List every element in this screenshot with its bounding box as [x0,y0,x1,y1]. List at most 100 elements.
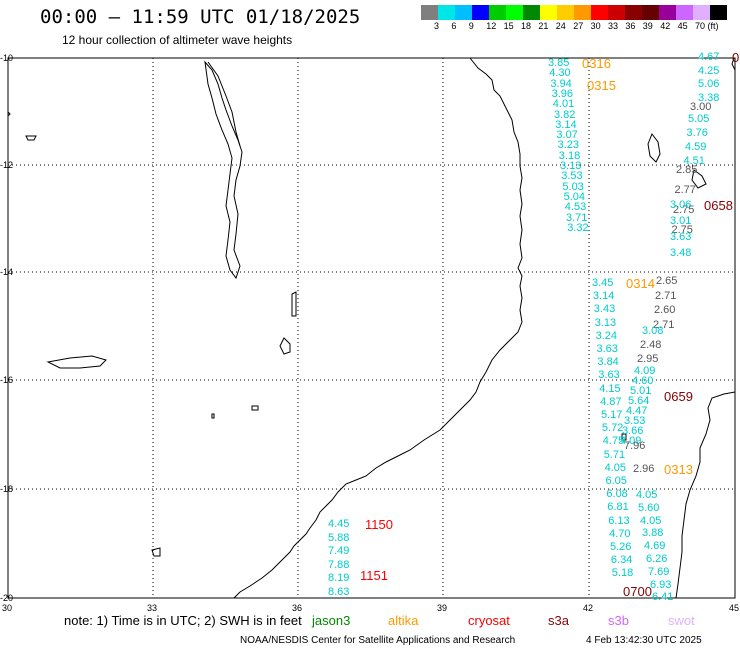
small-mark-b [211,413,215,419]
wave-height-label: 5.26 [610,541,632,553]
wave-height-label: 2.48 [640,339,662,351]
wave-height-label: 3.84 [597,356,619,369]
wave-height-label: 3.00 [690,101,712,113]
wave-height-label: 6.05 [605,475,627,487]
wave-height-label: 3.71 [566,211,588,224]
scale-tick-label: 9 [468,21,474,31]
lon-tick-label: 33 [147,603,158,613]
lake-west [46,355,107,369]
scale-swatch [489,5,506,20]
lon-tick-label: 42 [583,603,594,613]
scale-tick-label: 42 [660,21,671,31]
wave-height-label: 3.07 [556,129,578,142]
satellite-legend-item: s3b [608,613,629,628]
river-mark [291,291,297,317]
wave-height-label: 2.96 [633,463,655,475]
lat-tick-label: -16 [0,375,14,385]
small-lake-c [151,547,161,557]
wave-height-label: 5.01 [630,385,652,397]
africa-east-coast [233,57,523,599]
small-lake-b [25,135,37,141]
wave-height-label: 3.43 [593,303,616,316]
lat-tick-label: -14 [0,267,14,277]
wave-height-label: 5.64 [628,395,650,407]
lat-tick-label: -20 [0,593,14,603]
wave-height-label: 2.71 [655,289,677,302]
wave-height-label: 5.71 [603,448,626,461]
wave-height-label: 4.47 [626,405,648,417]
map-frame [7,57,736,599]
wave-height-label: 3.01 [670,215,692,227]
satellite-legend-item: cryosat [468,613,510,628]
pass-time-label: 1150 [365,517,393,532]
wave-height-label: 5.03 [562,180,584,193]
wave-height-label: 4.51 [683,155,705,167]
wave-height-label: 7.69 [648,565,670,578]
island-mayotte [691,169,707,189]
scale-tick-label: 18 [521,21,532,31]
footer-timestamp: 4 Feb 13:42:30 UTC 2025 [586,635,702,646]
scale-tick-label: 12 [486,21,497,31]
scale-tick-label: 30 [590,21,601,31]
wave-height-label: 8.63 [328,585,350,598]
wave-height-label: 5.18 [611,567,634,580]
wave-height-label: 3.23 [557,139,580,152]
pass-time-label: 0314 [626,276,655,291]
wave-height-label: 4.05 [640,514,662,527]
wave-height-label: 3.53 [624,415,646,427]
wave-height-label: 2.75 [673,204,695,216]
footer-credit: NOAA/NESDIS Center for Satellite Applica… [240,635,516,646]
lat-tick-label: -18 [0,484,14,494]
small-mark-a [7,111,11,117]
wave-height-label: 6.26 [646,553,668,565]
scale-tick-label: 27 [573,21,584,31]
wave-height-label: 4.75 [602,435,625,448]
wave-height-label: 5.04 [563,190,586,203]
subtitle: 12 hour collection of altimeter wave hei… [62,33,293,47]
wave-height-label: 3.76 [686,127,708,139]
scale-tick-label: 3 [434,21,440,31]
wave-height-label: 3.32 [567,221,589,234]
scale-tick-label: 39 [642,21,653,31]
wave-height-label: 3.48 [670,247,692,259]
lake-malawi [204,60,243,280]
pass-time-label: 1151 [360,568,388,583]
wave-height-label: 5.60 [638,501,660,514]
wave-height-label: 7.88 [328,558,350,571]
pass-time-label: 0658 [704,198,733,213]
wave-height-label: 6.13 [608,514,630,527]
scale-tick-label: 24 [555,21,566,31]
lon-tick-label: 45 [729,603,740,613]
wave-height-label: 5.05 [688,113,710,125]
pass-time-label: 0315 [587,78,616,93]
pass-time-label: 0313 [664,462,693,477]
wave-height-label: 4.15 [599,382,621,395]
wave-height-label: 3.53 [561,170,583,183]
wave-height-label: 4.87 [600,395,622,408]
title: 00:00 – 11:59 UTC 01/18/2025 [40,6,361,28]
lon-tick-label: 36 [292,603,303,613]
wave-height-label: 4.05 [636,489,658,501]
scale-swatch [608,5,625,20]
scale-swatch [438,5,455,20]
wave-height-label: 4.09 [634,365,656,377]
satellite-legend-item: s3a [548,613,569,628]
lake-shore-west [207,61,241,147]
small-lake-a [251,405,259,411]
scale-tick-label: 36 [625,21,636,31]
wave-height-label: 6.93 [650,578,672,591]
wave-height-label: 3.06 [670,199,692,211]
wave-height-label: 4.25 [698,64,720,77]
wave-height-label: 3.13 [594,316,617,329]
scale-tick-label: 33 [608,21,619,31]
wave-height-label: 4.59 [685,141,707,153]
wave-height-label: 4.67 [698,51,720,63]
wave-height-label: 2.65 [656,275,678,287]
wave-height-label: 4.69 [644,540,666,553]
lat-tick-label: -12 [0,160,14,170]
wave-height-label: 2.75 [671,224,693,236]
satellite-legend-item: altika [388,613,419,628]
scale-swatch [710,5,727,20]
wave-height-label: 3.18 [558,149,581,162]
